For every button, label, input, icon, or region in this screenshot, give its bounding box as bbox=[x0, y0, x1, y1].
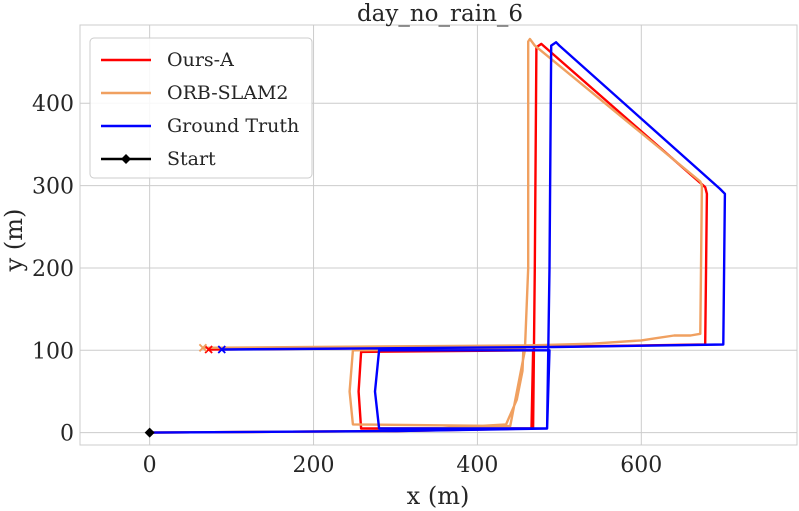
legend-label: ORB-SLAM2 bbox=[167, 82, 289, 104]
x-tick-label: 200 bbox=[293, 453, 335, 478]
x-tick-label: 600 bbox=[620, 453, 662, 478]
end-marker-0 bbox=[204, 345, 213, 354]
legend-label: Ground Truth bbox=[167, 115, 299, 137]
y-tick-label: 300 bbox=[32, 175, 74, 200]
x-tick-label: 400 bbox=[456, 453, 498, 478]
legend-item: Start bbox=[101, 148, 216, 170]
trajectory-series bbox=[148, 37, 727, 434]
end-marker-stroke bbox=[198, 343, 208, 352]
start-marker bbox=[144, 427, 155, 438]
chart-title: day_no_rain_6 bbox=[357, 1, 523, 27]
y-tick-label: 400 bbox=[32, 92, 74, 117]
y-axis-label: y (m) bbox=[0, 209, 28, 273]
y-tick-label: 200 bbox=[32, 257, 74, 282]
x-tick-label: 0 bbox=[143, 453, 157, 478]
series-line-2 bbox=[148, 41, 727, 434]
trajectory-markers bbox=[144, 343, 226, 438]
x-axis-label: x (m) bbox=[407, 482, 470, 510]
y-tick-label: 0 bbox=[60, 422, 74, 447]
end-marker-1 bbox=[198, 343, 208, 352]
end-marker-stroke bbox=[204, 345, 213, 354]
legend-label: Start bbox=[167, 148, 216, 170]
end-marker-2 bbox=[217, 345, 226, 354]
legend: Ours-A ORB-SLAM2 Ground Truth Start bbox=[89, 37, 313, 179]
y-tick-label: 100 bbox=[32, 339, 74, 364]
legend-item: Ours-A bbox=[101, 49, 234, 71]
legend-marker bbox=[121, 154, 131, 164]
series-line-1 bbox=[148, 37, 704, 434]
tick-labels: 0 200 400 600 0 100 200 300 400 bbox=[32, 92, 662, 478]
legend-label: Ours-A bbox=[167, 49, 234, 71]
legend-box bbox=[89, 37, 313, 179]
legend-item: ORB-SLAM2 bbox=[101, 82, 289, 104]
legend-item: Ground Truth bbox=[101, 115, 299, 137]
end-marker-stroke bbox=[217, 345, 226, 354]
